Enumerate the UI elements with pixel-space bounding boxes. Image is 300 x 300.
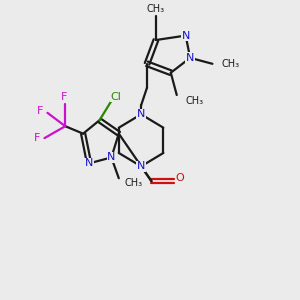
Text: F: F <box>61 92 67 101</box>
Text: N: N <box>137 109 145 119</box>
Text: N: N <box>85 158 93 168</box>
Text: Cl: Cl <box>110 92 121 101</box>
Text: CH₃: CH₃ <box>147 4 165 14</box>
Text: CH₃: CH₃ <box>186 96 204 106</box>
Text: N: N <box>137 161 145 171</box>
Text: O: O <box>175 173 184 183</box>
Text: N: N <box>107 152 116 162</box>
Text: N: N <box>182 31 190 40</box>
Text: CH₃: CH₃ <box>221 59 239 69</box>
Text: CH₃: CH₃ <box>125 178 143 188</box>
Text: N: N <box>186 53 194 63</box>
Text: F: F <box>37 106 43 116</box>
Text: F: F <box>34 133 40 143</box>
